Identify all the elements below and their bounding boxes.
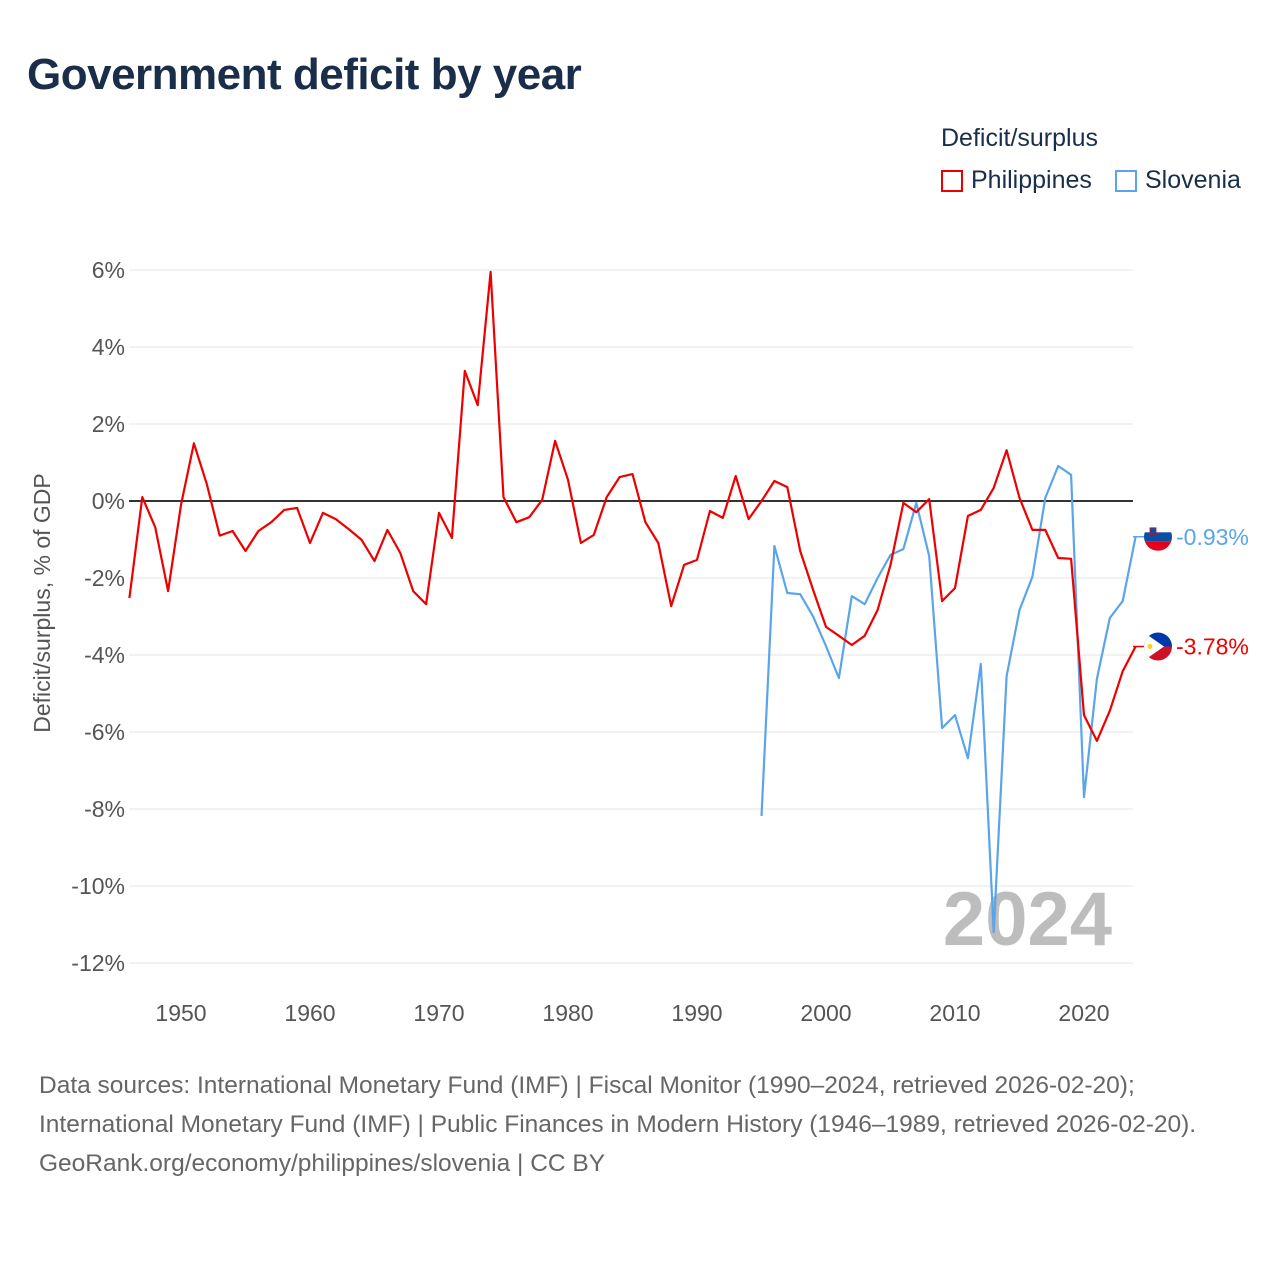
footer: Data sources: International Monetary Fun…: [39, 1066, 1239, 1183]
y-tick-label: -6%: [84, 719, 125, 745]
slovenia-flag-icon: [1144, 522, 1172, 551]
flag-body: [1144, 522, 1172, 551]
chart-title: Government deficit by year: [27, 50, 582, 99]
y-tick-label: 2%: [92, 411, 125, 437]
year-watermark: 2024: [943, 877, 1112, 962]
x-tick-label: 2010: [929, 1000, 980, 1026]
x-tick-label: 2020: [1058, 1000, 1109, 1026]
x-tick-label: 1970: [413, 1000, 464, 1026]
philippines-flag-icon: [1144, 632, 1172, 661]
x-tick-label: 1980: [542, 1000, 593, 1026]
legend-title: Deficit/surplus: [941, 124, 1098, 152]
flag-sun: [1147, 644, 1153, 650]
x-tick-label: 1950: [155, 1000, 206, 1026]
y-tick-label: 6%: [92, 257, 125, 283]
legend-swatch: [1115, 169, 1137, 192]
legend-swatch: [941, 169, 963, 192]
flag-triangle: [1144, 632, 1164, 661]
credit-link[interactable]: GeoRank.org/economy/philippines/slovenia…: [39, 1150, 606, 1177]
data-sources: Data sources: International Monetary Fun…: [39, 1072, 1197, 1138]
y-tick-label: -8%: [84, 796, 125, 822]
chart-plot: 6% 4% 2% 0% -2% -4% -6% -8% -10% -12% 1950 1960 1970…: [29, 257, 1249, 1026]
y-tick-label: -2%: [84, 565, 125, 591]
x-tick-label: 1990: [671, 1000, 722, 1026]
flag-body: [1144, 632, 1172, 661]
x-tick-label: 1960: [284, 1000, 335, 1026]
flag-coat: [1149, 527, 1157, 536]
x-tick-label: 2000: [800, 1000, 851, 1026]
y-tick-label: -12%: [71, 950, 125, 976]
flag-stripe: [1144, 541, 1172, 551]
end-value-label: -3.78%: [1176, 634, 1249, 660]
legend-label: Slovenia: [1145, 166, 1241, 194]
end-value-label: -0.93%: [1176, 524, 1249, 550]
y-tick-label: -10%: [71, 873, 125, 899]
y-tick-label: 4%: [92, 334, 125, 360]
y-tick-label: 0%: [92, 488, 125, 514]
series-line-slovenia: [760, 464, 1137, 934]
series-line-philippines: [128, 270, 1137, 743]
legend-label: Philippines: [971, 166, 1092, 194]
legend-item-philippines[interactable]: Philippines: [941, 166, 1092, 195]
flag-stripe: [1144, 522, 1172, 533]
y-tick-label: -4%: [84, 642, 125, 668]
y-axis-label: Deficit/surplus, % of GDP: [29, 473, 55, 732]
flag-stripe: [1144, 532, 1172, 542]
legend-item-slovenia[interactable]: Slovenia: [1115, 166, 1241, 195]
